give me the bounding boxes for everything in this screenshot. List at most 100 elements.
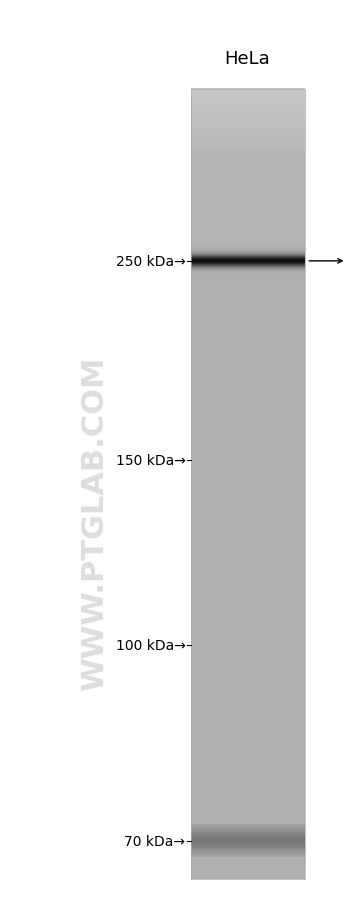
Bar	[191, 649, 304, 652]
Bar	[191, 105, 304, 108]
Bar	[191, 601, 304, 603]
Text: 70 kDa→: 70 kDa→	[125, 833, 186, 848]
Bar	[191, 531, 304, 534]
Bar	[191, 375, 304, 378]
Bar	[191, 380, 304, 382]
Bar	[191, 450, 304, 453]
Bar	[191, 229, 304, 233]
Bar	[191, 797, 304, 801]
Bar	[191, 134, 304, 137]
Bar	[191, 377, 304, 381]
Bar	[191, 666, 304, 668]
Bar	[191, 827, 304, 830]
Bar	[191, 547, 304, 550]
Bar	[191, 127, 304, 130]
Bar	[191, 133, 304, 135]
Bar	[191, 729, 304, 732]
Bar	[191, 474, 304, 477]
Bar	[191, 438, 304, 441]
Bar	[191, 237, 304, 240]
Bar	[191, 455, 304, 457]
Bar	[191, 563, 304, 566]
Bar	[191, 465, 304, 467]
Bar	[191, 304, 304, 308]
Bar	[191, 397, 304, 400]
Bar	[191, 683, 304, 686]
Bar	[191, 575, 304, 577]
Bar	[191, 549, 304, 552]
Bar	[191, 583, 304, 585]
Bar	[191, 423, 304, 426]
Bar	[191, 314, 304, 318]
Bar	[191, 269, 304, 272]
Bar	[191, 500, 304, 502]
Bar	[191, 445, 304, 447]
Bar	[191, 508, 304, 511]
Bar	[191, 862, 304, 866]
Bar	[191, 307, 304, 309]
Bar	[191, 241, 304, 244]
Bar	[191, 282, 304, 286]
Bar	[191, 267, 304, 270]
Bar	[191, 594, 304, 597]
Bar	[191, 324, 304, 327]
Bar	[191, 234, 304, 236]
Bar	[191, 466, 304, 469]
Bar	[191, 713, 304, 715]
Bar	[191, 124, 304, 128]
Bar	[191, 845, 304, 848]
Bar	[191, 817, 304, 820]
Bar	[191, 634, 304, 637]
Bar	[191, 724, 304, 728]
Bar	[191, 370, 304, 373]
Bar	[191, 350, 304, 353]
Bar	[191, 543, 304, 546]
Bar	[191, 186, 304, 189]
Bar	[191, 796, 304, 798]
Bar	[191, 521, 304, 524]
Bar	[191, 496, 304, 499]
Bar	[191, 345, 304, 349]
Bar	[191, 644, 304, 647]
Bar	[191, 488, 304, 491]
Bar	[191, 419, 304, 422]
Bar	[191, 523, 304, 526]
Bar	[191, 741, 304, 743]
Bar	[191, 492, 304, 494]
Bar	[191, 622, 304, 625]
Bar	[191, 271, 304, 273]
Bar	[191, 468, 304, 471]
Bar	[191, 654, 304, 657]
Bar	[191, 667, 304, 670]
Bar	[191, 216, 304, 218]
Bar	[191, 511, 304, 514]
Bar	[191, 784, 304, 787]
Bar	[191, 513, 304, 516]
Bar	[191, 192, 304, 195]
Bar	[191, 405, 304, 408]
Bar	[191, 355, 304, 358]
Bar	[191, 809, 304, 813]
Bar	[191, 780, 304, 783]
Bar	[191, 659, 304, 662]
Bar	[191, 338, 304, 341]
Bar	[191, 96, 304, 98]
Bar	[191, 591, 304, 594]
Bar	[191, 739, 304, 741]
Bar	[191, 354, 304, 356]
Bar	[191, 805, 304, 808]
Bar	[191, 212, 304, 215]
Bar	[191, 161, 304, 163]
Bar	[191, 642, 304, 645]
Bar	[191, 281, 304, 283]
Bar	[191, 151, 304, 153]
Bar	[191, 292, 304, 296]
Bar	[191, 533, 304, 536]
Bar	[191, 695, 304, 698]
Bar	[191, 857, 304, 860]
Bar	[191, 235, 304, 238]
Bar	[191, 231, 304, 235]
Bar	[191, 754, 304, 757]
Bar	[191, 535, 304, 538]
Bar	[191, 529, 304, 532]
